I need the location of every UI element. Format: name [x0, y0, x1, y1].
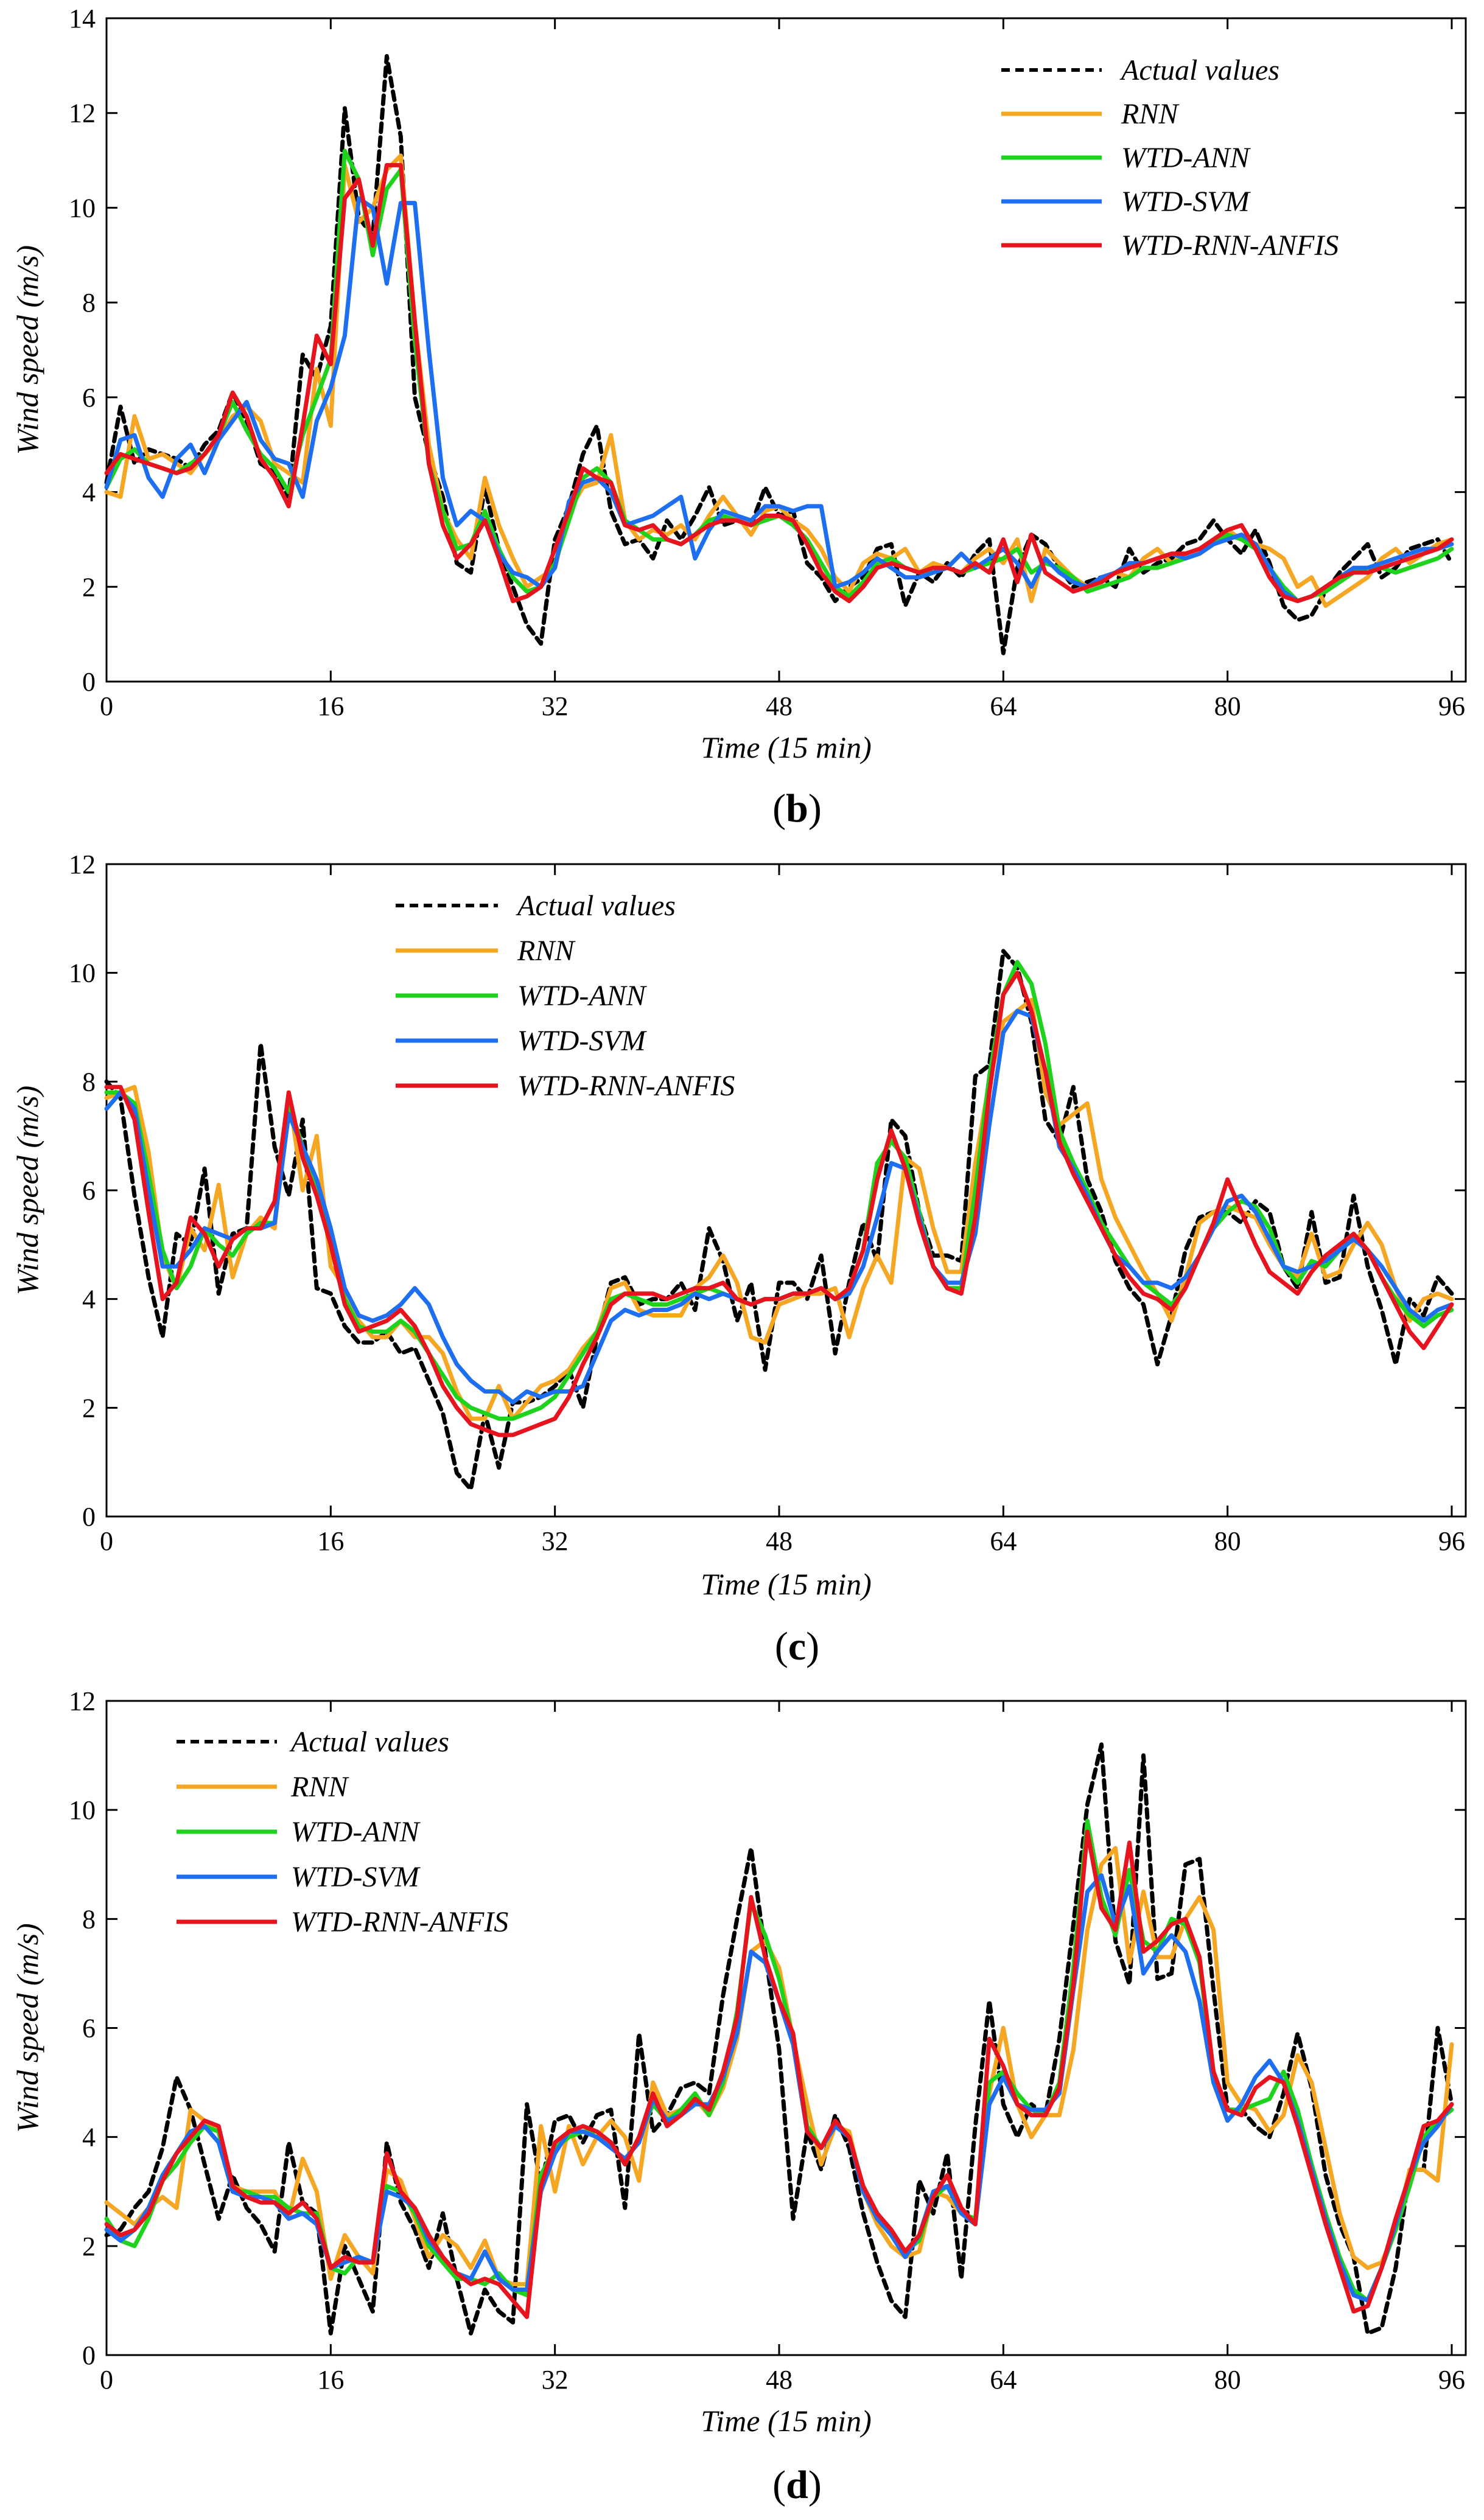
legend-label: WTD-RNN-ANFIS	[1121, 229, 1339, 262]
legend-label: Actual values	[1119, 54, 1279, 86]
legend-label: WTD-SVM	[517, 1025, 648, 1057]
x-tick-label: 96	[1438, 2365, 1465, 2395]
legend-label: WTD-RNN-ANFIS	[291, 1906, 508, 1938]
x-tick-label: 80	[1214, 1526, 1241, 1556]
legend-label: WTD-SVM	[1121, 186, 1251, 218]
series-line-wtd-svm	[104, 196, 1454, 604]
panel-label: (d)	[772, 2463, 822, 2507]
x-tick-label: 48	[766, 691, 793, 721]
x-tick-label: 80	[1214, 2365, 1241, 2395]
x-tick-label: 16	[317, 1526, 344, 1556]
legend-label: WTD-SVM	[291, 1861, 421, 1893]
x-tick-label: 80	[1214, 691, 1241, 721]
legend-label: RNN	[1121, 98, 1180, 130]
x-tick-label: 48	[766, 1526, 793, 1556]
y-tick-label: 14	[69, 4, 96, 33]
y-tick-label: 12	[69, 99, 96, 128]
panel-label: (b)	[772, 786, 822, 831]
y-tick-label: 0	[82, 2340, 96, 2370]
x-tick-label: 32	[542, 691, 569, 721]
y-tick-label: 6	[82, 383, 96, 413]
y-tick-label: 10	[69, 958, 96, 988]
y-axis-title: Wind speed (m/s)	[10, 245, 44, 455]
series-line-wtd-svm	[104, 1873, 1454, 2303]
y-tick-label: 6	[82, 1176, 96, 1206]
chart-panel-d: 0 16 32 48 64 80 96 0 2 4 6 8 10 12 Time (15 min) Wind …	[10, 1686, 1467, 2507]
x-tick-label: 0	[100, 1526, 113, 1556]
y-tick-label: 10	[69, 193, 96, 223]
legend-label: Actual values	[516, 890, 676, 922]
y-tick-label: 0	[82, 1502, 96, 1532]
legend-label: RNN	[517, 935, 576, 967]
panel-label: (c)	[775, 1624, 819, 1669]
y-axis-title: Wind speed (m/s)	[10, 1086, 44, 1295]
x-tick-label: 96	[1438, 691, 1465, 721]
y-tick-label: 2	[82, 2232, 96, 2261]
y-tick-label: 6	[82, 2014, 96, 2044]
chart-panel-b: 0 16 32 48 64 80 96 0 2 4 6 8 10 12 14 Time (15 min) Win…	[10, 4, 1467, 831]
y-tick-label: 8	[82, 1904, 96, 1934]
x-tick-label: 16	[317, 2365, 344, 2395]
y-tick-label: 8	[82, 1067, 96, 1097]
legend: Actual values RNN WTD-ANN WTD-SVM WTD-RNN-AN…	[396, 890, 735, 1102]
x-tick-label: 64	[990, 691, 1017, 721]
series-line-rnn	[104, 1846, 1454, 2286]
legend: Actual values RNN WTD-ANN WTD-SVM WTD-RNN-AN…	[177, 1726, 508, 1938]
x-tick-label: 48	[766, 2365, 793, 2395]
legend-label: WTD-ANN	[1121, 142, 1251, 174]
series-line-wtd-rnn-anfis	[104, 162, 1454, 604]
series-line-wtd-rnn-anfis	[104, 1829, 1454, 2319]
y-tick-label: 2	[82, 572, 96, 602]
y-tick-label: 4	[82, 1285, 96, 1314]
x-tick-label: 64	[990, 1526, 1017, 1556]
y-tick-label: 0	[82, 667, 96, 697]
series-line-actual	[104, 54, 1454, 655]
series-line-wtd-rnn-anfis	[104, 971, 1454, 1437]
y-tick-label: 12	[69, 1686, 96, 1716]
series-line-actual	[104, 949, 1454, 1492]
legend-label: WTD-ANN	[517, 980, 648, 1012]
x-axis-title: Time (15 min)	[701, 730, 872, 764]
y-tick-label: 12	[69, 850, 96, 879]
x-tick-label: 96	[1438, 1526, 1465, 1556]
legend: Actual values RNN WTD-ANN WTD-SVM WTD-RNN-AN…	[1001, 54, 1339, 262]
x-axis-title: Time (15 min)	[701, 1567, 872, 1601]
x-tick-label: 64	[990, 2365, 1017, 2395]
chart-panel-c: 0 16 32 48 64 80 96 0 2 4 6 8 10 12 Time (15 min) Wind …	[10, 850, 1467, 1669]
x-tick-label: 32	[542, 2365, 569, 2395]
legend-label: WTD-RNN-ANFIS	[517, 1070, 735, 1102]
plot-frame	[105, 17, 1467, 683]
x-tick-label: 32	[542, 1526, 569, 1556]
legend-label: Actual values	[289, 1726, 449, 1758]
x-tick-label: 16	[317, 691, 344, 721]
x-tick-label: 0	[100, 2365, 113, 2395]
y-axis-title: Wind speed (m/s)	[10, 1923, 44, 2132]
y-tick-label: 4	[82, 2123, 96, 2152]
y-tick-label: 10	[69, 1795, 96, 1825]
y-tick-label: 8	[82, 288, 96, 318]
series-line-rnn	[104, 997, 1454, 1421]
x-axis-title: Time (15 min)	[701, 2404, 872, 2438]
x-tick-label: 0	[100, 691, 113, 721]
y-tick-label: 2	[82, 1393, 96, 1423]
legend-label: RNN	[290, 1771, 349, 1803]
y-tick-label: 4	[82, 478, 96, 508]
legend-label: WTD-ANN	[291, 1816, 421, 1848]
